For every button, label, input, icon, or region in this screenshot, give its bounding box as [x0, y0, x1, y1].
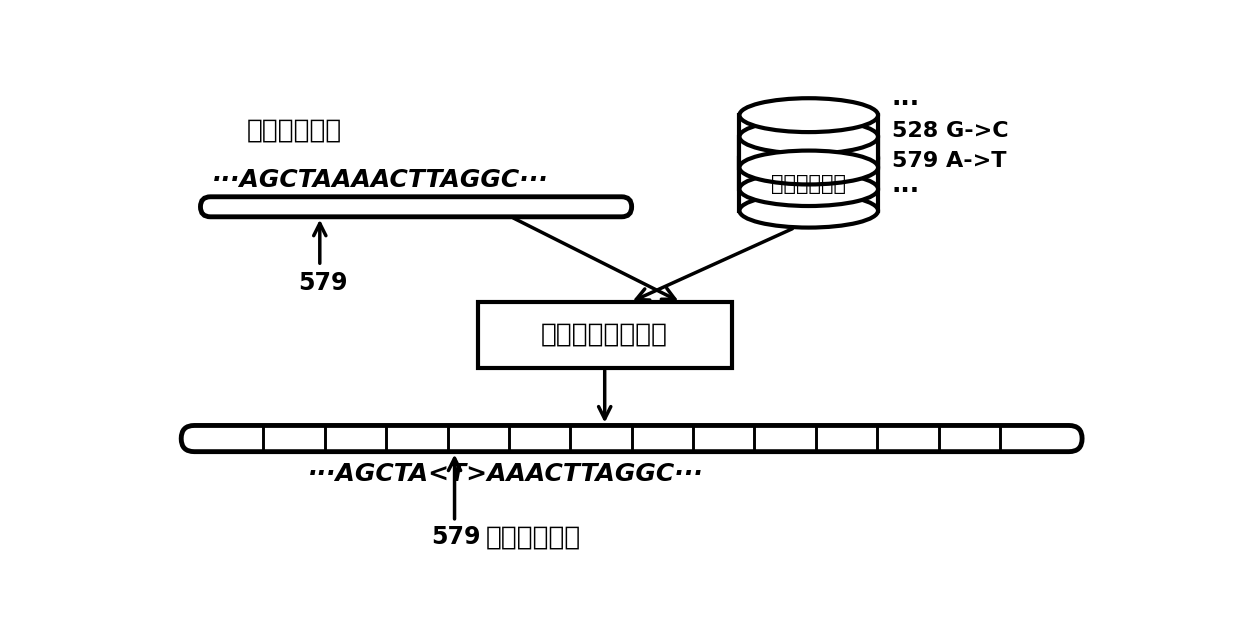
Text: 高频变异信息: 高频变异信息 [771, 175, 846, 195]
Polygon shape [739, 136, 878, 189]
Text: 构造变异参考序列: 构造变异参考序列 [541, 322, 668, 348]
Text: ···AGCTA<T>AAACTTAGGC···: ···AGCTA<T>AAACTTAGGC··· [309, 463, 704, 486]
Text: ···: ··· [892, 92, 920, 116]
FancyBboxPatch shape [201, 197, 631, 217]
FancyBboxPatch shape [477, 302, 732, 367]
Polygon shape [739, 115, 878, 168]
Ellipse shape [739, 172, 878, 206]
FancyBboxPatch shape [181, 426, 1083, 451]
Ellipse shape [739, 98, 878, 132]
Text: 变异参考序列: 变异参考序列 [485, 525, 580, 551]
Ellipse shape [739, 151, 878, 185]
Text: 579: 579 [299, 272, 347, 295]
Text: 579: 579 [432, 525, 481, 549]
Ellipse shape [739, 141, 878, 175]
Text: ···: ··· [892, 179, 920, 203]
Text: ···AGCTAAAACTTAGGC···: ···AGCTAAAACTTAGGC··· [212, 168, 549, 192]
Ellipse shape [739, 193, 878, 228]
Text: 标准参考序列: 标准参考序列 [247, 118, 342, 143]
Text: 579 A->T: 579 A->T [892, 151, 1007, 170]
Text: 528 G->C: 528 G->C [892, 121, 1008, 141]
Polygon shape [739, 158, 878, 210]
Ellipse shape [739, 120, 878, 153]
